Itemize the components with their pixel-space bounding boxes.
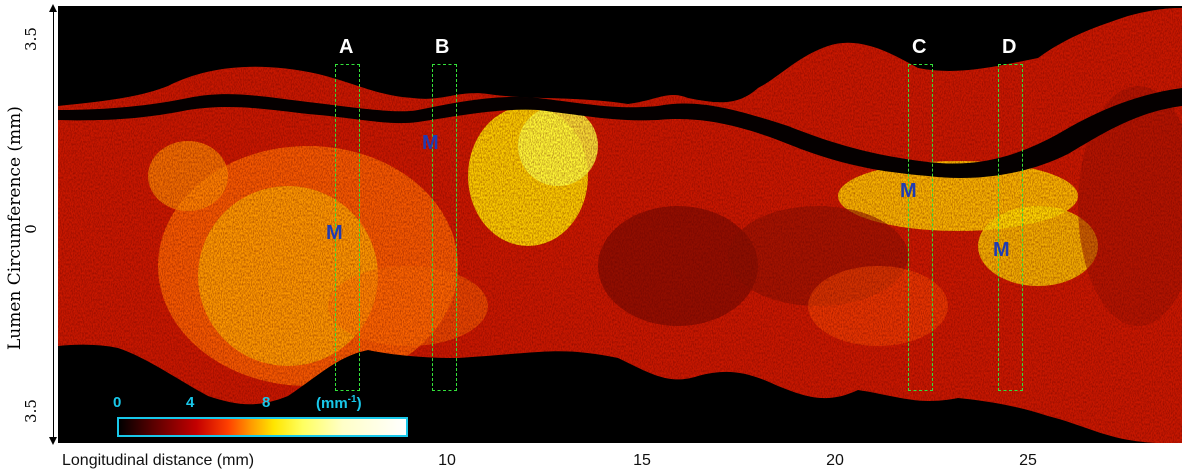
section-rect-b (432, 64, 457, 391)
colorbar-tick-0: 0 (113, 394, 122, 411)
marker-m-d: M (993, 239, 1010, 261)
y-tick-bottom: 3.5 (22, 399, 40, 423)
x-tick-20: 20 (826, 452, 844, 469)
marker-m-a: M (326, 222, 343, 244)
section-label-d: D (1002, 36, 1017, 58)
lumen-band (58, 88, 1182, 178)
colorbar (117, 417, 408, 437)
marker-m-b: M (422, 132, 439, 154)
colorbar-tick-8: 8 (262, 394, 271, 411)
section-label-b: B (435, 36, 450, 58)
x-tick-10: 10 (438, 452, 456, 469)
x-tick-25: 25 (1019, 452, 1037, 469)
colorbar-unit: (mm-1) (316, 394, 362, 412)
colorbar-tick-4: 4 (186, 394, 195, 411)
section-rect-a (335, 64, 360, 391)
y-axis-line (53, 10, 54, 440)
attenuation-map-image (58, 6, 1182, 443)
section-rect-c (908, 64, 933, 391)
marker-m-c: M (900, 180, 917, 202)
tissue-region (58, 8, 1182, 443)
y-axis-arrow-down (49, 437, 57, 445)
section-rect-d (998, 64, 1023, 391)
x-axis-title: Longitudinal distance (mm) (62, 452, 255, 469)
y-tick-mid: 0 (22, 224, 40, 234)
section-label-a: A (339, 36, 354, 58)
y-tick-top: 3.5 (22, 27, 40, 51)
x-tick-15: 15 (633, 452, 651, 469)
section-label-c: C (912, 36, 927, 58)
y-axis-arrow-up (49, 4, 57, 12)
